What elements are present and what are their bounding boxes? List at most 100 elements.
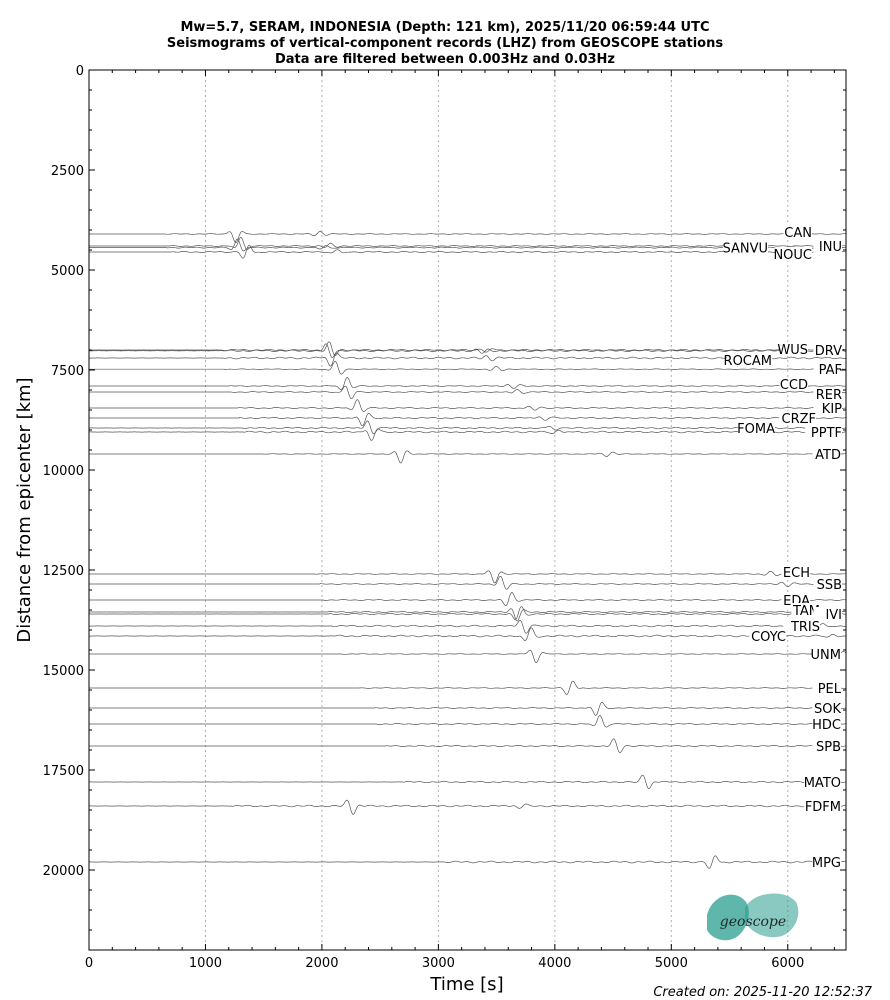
- x-axis-ticks: 0 1000 2000 3000 4000 5000 6000: [85, 70, 835, 971]
- station-label-can: CAN: [784, 226, 812, 241]
- trace-tris: [89, 619, 846, 634]
- station-label-bg: [783, 225, 812, 239]
- station-label-bg: [804, 775, 841, 789]
- logo-text: geoscope: [720, 914, 786, 930]
- created-timestamp: Created on: 2025-11-20 12:52:37: [653, 985, 872, 1000]
- logo-globe-left: [707, 894, 749, 941]
- station-label-ccd: CCD: [780, 378, 808, 393]
- trace-atd: [89, 450, 846, 464]
- station-label-bg: [813, 239, 842, 253]
- station-label-bg: [812, 701, 841, 715]
- y-tick-label: 7500: [51, 364, 84, 379]
- title-line-2: Seismograms of vertical-component record…: [167, 36, 723, 51]
- trace-pptf: [88, 428, 847, 441]
- trace-sanvu: [89, 238, 846, 252]
- title-line-1: Mw=5.7, SERAM, INDONESIA (Depth: 121 km)…: [180, 20, 709, 35]
- station-label-bg: [783, 619, 820, 633]
- station-label-foma: FOMA: [737, 422, 775, 437]
- station-label-bg: [749, 629, 786, 643]
- station-label-bg: [738, 421, 775, 435]
- trace-paf: [89, 360, 846, 375]
- trace-eda: [89, 592, 847, 606]
- station-label-fdfm: FDFM: [805, 800, 841, 815]
- trace-tam: [89, 608, 847, 622]
- title-line-3: Data are filtered between 0.003Hz and 0.…: [275, 52, 615, 67]
- station-label-paf: PAF: [819, 363, 842, 378]
- station-label-bg: [812, 647, 841, 661]
- station-label-hdc: HDC: [812, 718, 841, 733]
- station-label-coyc: COYC: [751, 630, 786, 645]
- trace-can: [89, 231, 846, 244]
- station-label-spb: SPB: [816, 740, 841, 755]
- trace-sok: [89, 702, 847, 716]
- station-label-bg: [781, 565, 810, 579]
- y-tick-label: 5000: [51, 264, 84, 279]
- station-label-tris: TRIS: [790, 620, 820, 635]
- trace-kip: [89, 399, 847, 412]
- station-label-mato: MATO: [804, 776, 841, 791]
- station-label-bg: [813, 362, 842, 377]
- station-label-bg: [805, 425, 842, 439]
- station-label-rer: RER: [816, 388, 842, 403]
- y-tick-label: 2500: [51, 164, 84, 179]
- y-tick-label: 15000: [43, 664, 84, 679]
- station-label-atd: ATD: [815, 448, 841, 463]
- station-label-pel: PEL: [818, 682, 842, 697]
- station-label-bg: [723, 240, 768, 255]
- geoscope-logo: geoscope: [707, 893, 799, 941]
- trace-drv: [89, 341, 847, 356]
- trace-mpg: [89, 855, 847, 869]
- station-label-crzf: CRZF: [782, 412, 817, 427]
- station-label-wus: WUS: [777, 343, 808, 358]
- x-tick-label: 6000: [771, 956, 804, 971]
- station-label-bg: [791, 603, 820, 617]
- trace-coyc: [89, 627, 846, 641]
- trace-crzf: [89, 413, 847, 427]
- traces: [88, 231, 847, 869]
- grid-lines: [204, 70, 789, 950]
- station-label-bg: [812, 739, 841, 753]
- station-label-nouc: NOUC: [773, 248, 812, 263]
- y-tick-label: 12500: [43, 564, 84, 579]
- station-label-drv: DRV: [815, 344, 842, 359]
- station-label-bg: [812, 855, 841, 869]
- x-axis-label: Time [s]: [429, 974, 503, 995]
- station-label-ssb: SSB: [817, 578, 842, 593]
- station-label-unm: UNM: [811, 648, 841, 663]
- trace-spb: [89, 738, 846, 753]
- station-label-bg: [779, 411, 816, 425]
- trace-pel: [89, 680, 847, 695]
- trace-mato: [89, 774, 847, 789]
- station-label-bg: [779, 377, 808, 391]
- logo-globe-right: [745, 893, 799, 938]
- x-tick-label: 3000: [422, 956, 455, 971]
- station-label-bg: [813, 387, 842, 401]
- station-label-bg: [804, 799, 841, 813]
- chart-title: Mw=5.7, SERAM, INDONESIA (Depth: 121 km)…: [167, 20, 723, 67]
- y-tick-label: 17500: [43, 764, 84, 779]
- station-label-bg: [813, 343, 842, 357]
- trace-ccd: [89, 377, 846, 390]
- trace-ech: [89, 570, 846, 584]
- trace-fdfm: [89, 799, 846, 815]
- station-label-bg: [812, 717, 841, 731]
- trace-inu: [89, 237, 847, 250]
- station-label-bg: [775, 247, 812, 261]
- x-tick-label: 1000: [189, 956, 222, 971]
- y-tick-label: 10000: [43, 464, 84, 479]
- station-label-ivi: IVI: [825, 608, 842, 623]
- station-label-bg: [727, 353, 772, 367]
- station-label-tam: TAM: [792, 604, 820, 619]
- station-label-bg: [812, 681, 841, 695]
- trace-rer: [89, 385, 847, 400]
- station-label-ech: ECH: [783, 566, 810, 581]
- station-label-bg: [813, 401, 842, 415]
- trace-foma: [89, 420, 846, 435]
- trace-rocam: [89, 352, 846, 367]
- station-label-bg: [779, 341, 808, 356]
- trace-wus: [89, 343, 847, 358]
- station-label-sok: SOK: [814, 702, 841, 717]
- station-label-rocam: ROCAM: [724, 354, 772, 369]
